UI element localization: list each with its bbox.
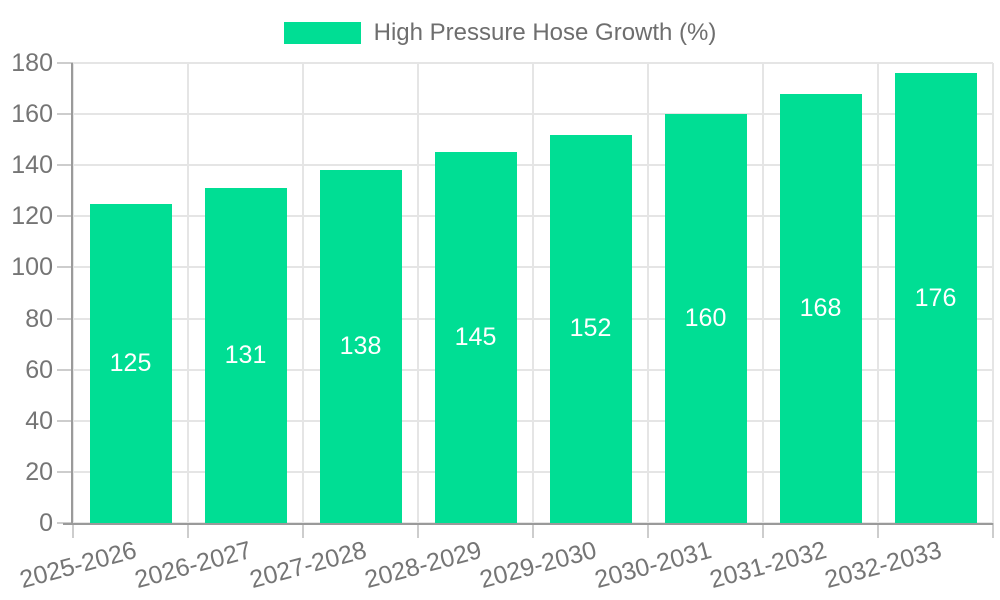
y-tick-label: 80 xyxy=(25,304,53,333)
x-tick-mark xyxy=(187,523,189,538)
x-tick-mark xyxy=(532,523,534,538)
y-tick-mark xyxy=(57,317,73,320)
x-tick-label: 2027-2028 xyxy=(246,536,370,595)
y-tick-mark xyxy=(57,266,73,269)
y-tick-mark xyxy=(57,215,73,218)
x-gridline xyxy=(302,63,304,523)
x-gridline xyxy=(762,63,764,523)
x-tick-mark xyxy=(877,523,879,538)
bar-2027-2028: 138 xyxy=(319,170,402,523)
x-tick-label: 2028-2029 xyxy=(361,536,485,595)
bar-value-label: 125 xyxy=(109,348,152,377)
x-axis-line xyxy=(63,523,993,525)
y-tick-mark xyxy=(57,164,73,167)
x-tick-mark xyxy=(992,523,994,538)
bar-value-label: 152 xyxy=(569,314,612,343)
x-gridline xyxy=(532,63,534,523)
x-tick-mark xyxy=(302,523,304,538)
bar-2032-2033: 176 xyxy=(894,73,977,523)
x-gridline xyxy=(647,63,649,523)
bar-value-label: 176 xyxy=(914,283,957,312)
y-tick-label: 120 xyxy=(11,202,53,231)
bar-value-label: 160 xyxy=(684,304,727,333)
y-tick-mark xyxy=(57,113,73,116)
bar-2025-2026: 125 xyxy=(89,203,172,523)
x-gridline xyxy=(417,63,419,523)
x-tick-label: 2030-2031 xyxy=(591,536,715,595)
bar-value-label: 145 xyxy=(454,323,497,352)
x-tick-label: 2031-2032 xyxy=(706,536,830,595)
bar-2028-2029: 145 xyxy=(434,152,517,523)
y-tick-label: 0 xyxy=(39,509,53,537)
y-tick-mark xyxy=(57,470,73,473)
x-gridline xyxy=(877,63,879,523)
x-tick-label: 2029-2030 xyxy=(476,536,600,595)
bar-value-label: 131 xyxy=(224,341,267,370)
y-tick-mark xyxy=(57,419,73,422)
bar-value-label: 138 xyxy=(339,332,382,361)
y-tick-label: 140 xyxy=(11,151,53,180)
x-tick-label: 2032-2033 xyxy=(821,536,945,595)
plot-area: 0 20 40 60 80 100 120 140 160 180 125 2025-2026 131 2… xyxy=(11,51,994,594)
bar-2030-2031: 160 xyxy=(664,114,747,523)
x-tick-mark xyxy=(647,523,649,538)
x-gridline xyxy=(72,63,74,523)
bar-value-label: 168 xyxy=(799,293,842,322)
x-tick-mark xyxy=(417,523,419,538)
bar-2031-2032: 168 xyxy=(779,93,862,523)
bar-2026-2027: 131 xyxy=(204,188,287,523)
y-tick-label: 40 xyxy=(25,406,53,435)
y-axis-line xyxy=(71,63,73,525)
y-tick-mark xyxy=(57,62,73,65)
y-tick-mark xyxy=(57,368,73,371)
y-tick-label: 60 xyxy=(25,355,53,384)
bar-2029-2030: 152 xyxy=(549,134,632,523)
x-tick-label: 2025-2026 xyxy=(16,536,140,595)
x-gridline xyxy=(187,63,189,523)
x-tick-label: 2026-2027 xyxy=(131,536,255,595)
legend-swatch xyxy=(283,22,361,44)
y-tick-label: 100 xyxy=(11,253,53,282)
x-gridline xyxy=(992,63,994,523)
legend[interactable]: High Pressure Hose Growth (%) xyxy=(0,20,1000,46)
y-tick-label: 20 xyxy=(25,457,53,486)
y-tick-label: 160 xyxy=(11,100,53,129)
x-tick-mark xyxy=(72,523,74,538)
y-tick-label: 180 xyxy=(11,49,53,77)
x-tick-mark xyxy=(762,523,764,538)
legend-label: High Pressure Hose Growth (%) xyxy=(373,19,717,46)
